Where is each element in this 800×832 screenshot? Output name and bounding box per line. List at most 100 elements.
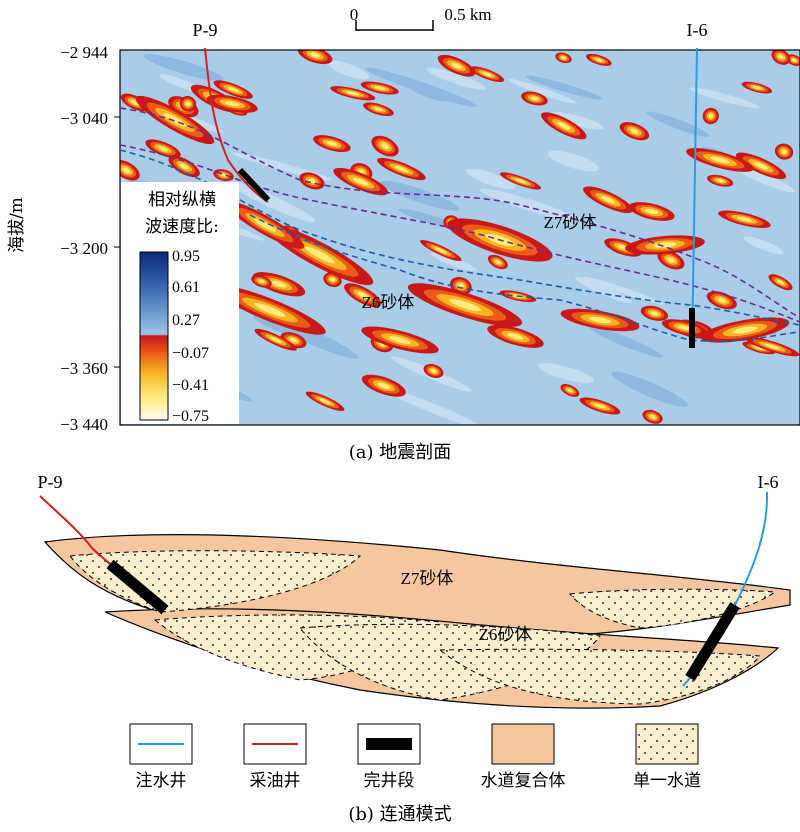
seismic-blob	[374, 107, 383, 112]
seismic-streak	[689, 87, 760, 109]
well-label-p9-b: P-9	[37, 472, 62, 492]
seismic-blob	[645, 208, 659, 215]
single-channel	[569, 588, 777, 629]
legend-item-single-channel: 单一水道	[633, 723, 701, 791]
producer-completion-segment	[237, 167, 271, 203]
seismic-streak	[364, 67, 477, 107]
seismic-blob	[377, 382, 390, 389]
seismic-blob	[254, 218, 276, 232]
seismic-blob	[357, 291, 368, 299]
seismic-streak	[144, 54, 224, 81]
legend: 注水井 采油井 完井段 水道复合体 单一水道	[129, 723, 701, 791]
seismic-blob	[710, 156, 730, 164]
seismic-blob	[389, 336, 411, 344]
sand-label-z6-a: Z6砂体	[362, 293, 415, 312]
seismic-blob	[394, 165, 409, 173]
well-label-i6-a: I-6	[687, 20, 708, 40]
seismic-streak	[537, 363, 595, 383]
legend-label: 采油井	[250, 771, 301, 791]
sand-label-z6-b: Z6砂体	[479, 625, 532, 644]
y-tick-label: −3 200	[60, 239, 108, 258]
colorbar-tick: −0.75	[172, 408, 209, 425]
seismic-blob	[732, 326, 758, 334]
seismic-blob	[752, 85, 762, 90]
seismic-blob	[329, 277, 336, 282]
z7-bottom-boundary	[119, 144, 800, 323]
seismic-blob	[305, 246, 335, 264]
seismic-streak	[426, 67, 486, 90]
y-axis: −2 944 −3 040 −3 200 −3 360 −3 440	[60, 43, 120, 434]
well-label-p9-a: P-9	[192, 20, 217, 40]
injector-well-tip	[682, 677, 691, 687]
seismic-panel: P-9 I-6 Z7砂体 Z6砂体 0 0.5 km −2 944 −3 040…	[7, 5, 800, 463]
seismic-blob	[781, 149, 787, 154]
seismic-blob	[482, 71, 492, 77]
colorbar-tick: 0.61	[172, 279, 200, 296]
y-tick-label: −3 440	[60, 415, 108, 434]
seismic-blob	[448, 298, 482, 312]
z6-bottom-boundary	[249, 214, 800, 343]
legend-label: 水道复合体	[481, 771, 566, 791]
seismic-streak	[507, 78, 576, 104]
seismic-streak	[646, 111, 710, 137]
seismic-blob	[258, 279, 265, 284]
producer-well-trace	[204, 47, 269, 203]
seismic-blob	[716, 179, 724, 183]
seismic-blob	[778, 54, 784, 60]
seismic-blob	[254, 303, 286, 317]
injector-completion-model	[685, 602, 740, 681]
seismic-blob	[381, 143, 389, 150]
z7-top-boundary	[119, 107, 800, 319]
seismic-blob	[777, 280, 784, 285]
sand-label-z7-a: Z7砂体	[544, 213, 597, 232]
seismic-blob	[225, 101, 240, 107]
seismic-blob	[588, 316, 612, 324]
single-channel	[438, 648, 762, 705]
injector-well-trace	[691, 47, 698, 349]
producer-well-model	[39, 495, 116, 569]
z6-top-boundary	[119, 149, 800, 326]
caption-b: (b) 连通模式	[348, 804, 451, 825]
colorbar-title-line2: 波速度比:	[145, 217, 219, 237]
seismic-blob	[130, 99, 139, 105]
seismic-blob	[220, 173, 227, 177]
seismic-streak	[430, 252, 477, 272]
legend-item-producer: 采油井	[243, 723, 307, 791]
seismic-streak	[743, 236, 784, 255]
legend-label: 注水井	[136, 771, 187, 791]
y-axis-label: 海拔/m	[7, 197, 27, 253]
seismic-streak	[327, 60, 370, 80]
scale-bar-start: 0	[350, 5, 359, 24]
seismic-blob	[649, 414, 656, 419]
seismic-blob	[595, 58, 603, 62]
legend-label: 完井段	[364, 771, 415, 791]
seismic-blob	[346, 91, 360, 96]
seismic-blob	[791, 58, 797, 62]
connectivity-panel: P-9 I-6 Z7砂体 Z6砂体	[37, 472, 791, 709]
seismic-streak	[228, 181, 316, 223]
seismic-streak	[588, 325, 663, 358]
scale-bar-end: 0.5 km	[444, 5, 491, 24]
legend-item-channel-complex: 水道复合体	[481, 723, 566, 791]
seismic-streak	[479, 188, 577, 221]
seismic-blob	[753, 162, 769, 170]
seismic-blob	[319, 398, 331, 405]
sand-label-z7-b: Z7砂体	[401, 569, 454, 588]
seismic-blob	[561, 56, 566, 60]
injector-well-model	[734, 491, 769, 606]
seismic-blob	[653, 242, 677, 248]
seismic-blob	[567, 388, 573, 393]
legend-item-completion: 完井段	[357, 723, 421, 791]
seismic-blob	[434, 247, 447, 254]
seismic-streak	[380, 180, 460, 211]
colorbar-tick: 0.95	[172, 248, 200, 265]
seismic-streak	[547, 150, 600, 172]
seismic-blob	[451, 62, 462, 69]
seismic-frame	[119, 49, 800, 426]
seismic-streak	[549, 111, 604, 130]
colorbar-title-line1: 相对纵横	[148, 190, 216, 210]
seismic-blob	[507, 333, 524, 340]
colorbar-tick: −0.41	[172, 377, 209, 394]
scale-bar: 0 0.5 km	[350, 5, 492, 31]
seismic-blob	[271, 280, 287, 288]
